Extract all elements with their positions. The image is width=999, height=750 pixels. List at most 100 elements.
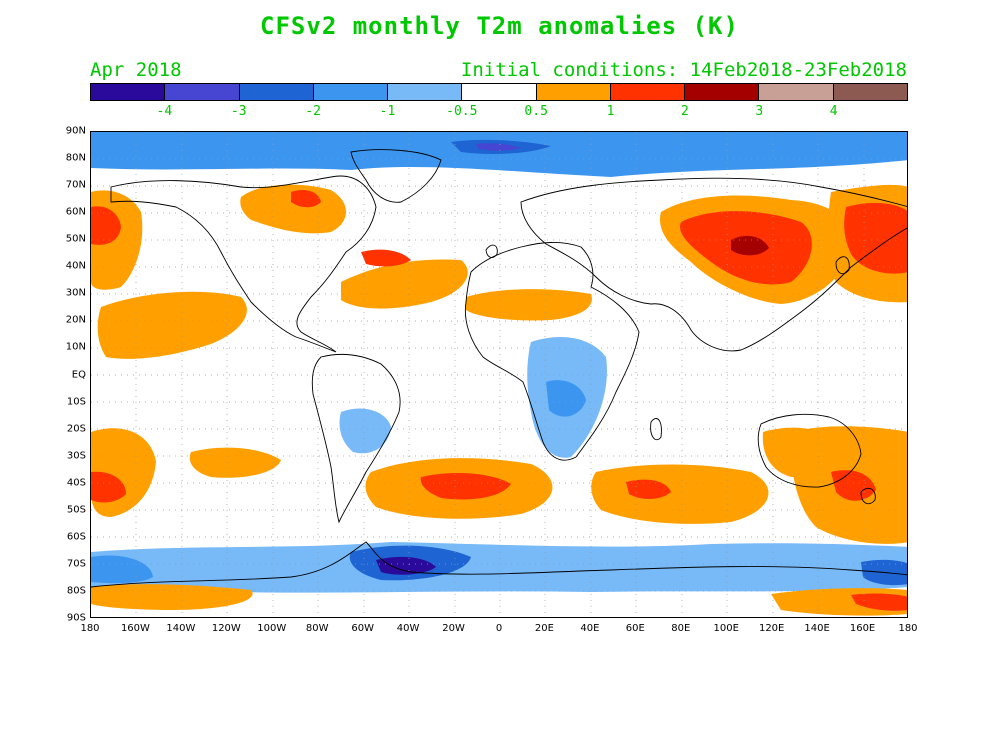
coast-new-zealand (860, 487, 876, 505)
warm-south-indian-red (626, 479, 671, 499)
warm-north-africa (466, 289, 592, 321)
warm-canada (240, 184, 346, 234)
latitude-label: 30N (65, 287, 86, 299)
legend-tick-label: -2 (305, 104, 321, 119)
longitude-label: 80E (671, 623, 691, 634)
anomaly-fields (91, 132, 907, 616)
coast-japan (835, 256, 850, 275)
warm-southwest-pacific-red (91, 471, 126, 503)
warm-south-atlantic-red (420, 472, 511, 500)
latitude-label: 80S (66, 585, 86, 597)
warm-australia (762, 427, 836, 477)
latitude-label: 10N (65, 341, 86, 353)
legend-swatch (833, 84, 907, 100)
coast-uk (485, 244, 498, 258)
longitude-label: 60W (351, 623, 374, 634)
latitude-label: 70S (66, 558, 86, 570)
latitude-label: 60S (66, 531, 86, 543)
latitude-label: 10S (66, 396, 86, 408)
legend-swatch (759, 84, 834, 100)
latitude-label: 40N (65, 260, 86, 272)
color-legend-labels: -4 -3 -2 -1 -0.5 0.5 1 2 3 4 (90, 104, 908, 120)
coast-eurasia (520, 177, 907, 352)
warm-subtropical-pacific (97, 291, 247, 359)
legend-swatch (239, 84, 314, 100)
longitude-label: 160E (849, 623, 876, 634)
longitude-label: 160W (120, 623, 150, 634)
coast-greenland (350, 149, 442, 203)
anomaly-map-svg (91, 132, 907, 617)
legend-swatch (91, 84, 166, 100)
legend-swatch (536, 84, 611, 100)
legend-swatch (165, 84, 240, 100)
legend-tick-label: -4 (156, 104, 173, 119)
longitude-label: 140E (804, 623, 830, 634)
latitude-label: 20S (66, 423, 86, 435)
warm-south-indian (591, 464, 769, 524)
longitude-label: 140W (166, 623, 196, 634)
longitude-label: 120W (211, 623, 241, 634)
grid-lines (91, 132, 907, 617)
latitude-label: 30S (66, 450, 86, 462)
latitude-label: 50N (65, 233, 86, 245)
coastlines (91, 149, 907, 588)
legend-tick-label: 1 (606, 104, 615, 119)
initial-conditions-label: Initial conditions: 14Feb2018-23Feb2018 (460, 59, 907, 81)
latitude-label: 50S (66, 504, 86, 516)
warm-asia-dark (731, 235, 769, 256)
arctic-cold-core-2 (476, 143, 521, 151)
map-title: CFSv2 monthly T2m anomalies (K) (260, 12, 739, 40)
coast-antarctica (91, 541, 907, 588)
color-legend-bar (90, 83, 908, 101)
coast-south-america (311, 353, 401, 524)
latitude-label: 80N (65, 152, 86, 164)
longitude-label: 0 (495, 623, 503, 634)
antarctic-warm-east-red (851, 593, 907, 611)
longitude-label: 120E (758, 623, 785, 634)
longitude-label: 20W (442, 623, 465, 634)
warm-north-pacific-east-red (844, 202, 907, 274)
legend-swatch (313, 84, 389, 100)
longitude-label: 80W (305, 623, 329, 634)
cold-south-america (339, 408, 391, 454)
coast-north-america (110, 175, 377, 353)
cold-africa-core (546, 380, 586, 417)
longitude-label: 100W (257, 623, 287, 634)
legend-tick-label: 0.5 (524, 104, 548, 119)
longitude-label: 60E (625, 623, 645, 634)
legend-tick-label: -1 (379, 104, 396, 119)
warm-north-atlantic (341, 259, 468, 309)
longitude-label: 40W (396, 623, 420, 634)
latitude-label: 90S (66, 612, 86, 624)
warm-southeast-pacific (189, 447, 281, 478)
coast-australia (757, 413, 862, 488)
coast-madagascar (650, 418, 662, 441)
antarctic-cold-darkest (376, 556, 436, 575)
longitude-label: 100E (713, 623, 739, 634)
latitude-label: 40S (66, 477, 86, 489)
longitude-label: 180 (898, 623, 918, 634)
legend-swatch (388, 84, 463, 100)
legend-tick-label: 2 (680, 104, 689, 119)
latitude-label: 20N (65, 314, 86, 326)
legend-tick-label: 4 (829, 104, 838, 119)
longitude-label: 180 (80, 623, 100, 634)
valid-month-label: Apr 2018 (90, 59, 182, 81)
legend-swatch (685, 84, 760, 100)
warm-north-pacific-west-red (91, 206, 121, 245)
legend-swatch (462, 84, 537, 100)
legend-tick-label: -0.5 (446, 104, 478, 119)
coast-europe-africa (464, 242, 640, 461)
warm-canada-core (291, 190, 321, 208)
arctic-cold-band (91, 132, 907, 177)
latitude-label: 60N (65, 206, 86, 218)
longitude-label: 40E (580, 623, 600, 634)
longitude-label: 20E (534, 623, 554, 634)
warm-us-east (361, 249, 411, 267)
latitude-label: 70N (65, 179, 86, 191)
latitude-label: EQ (71, 369, 86, 380)
warm-east-australia-red (831, 470, 876, 501)
anomaly-map (90, 131, 908, 618)
legend-swatch (610, 84, 686, 100)
antarctic-cold-band (91, 542, 907, 593)
